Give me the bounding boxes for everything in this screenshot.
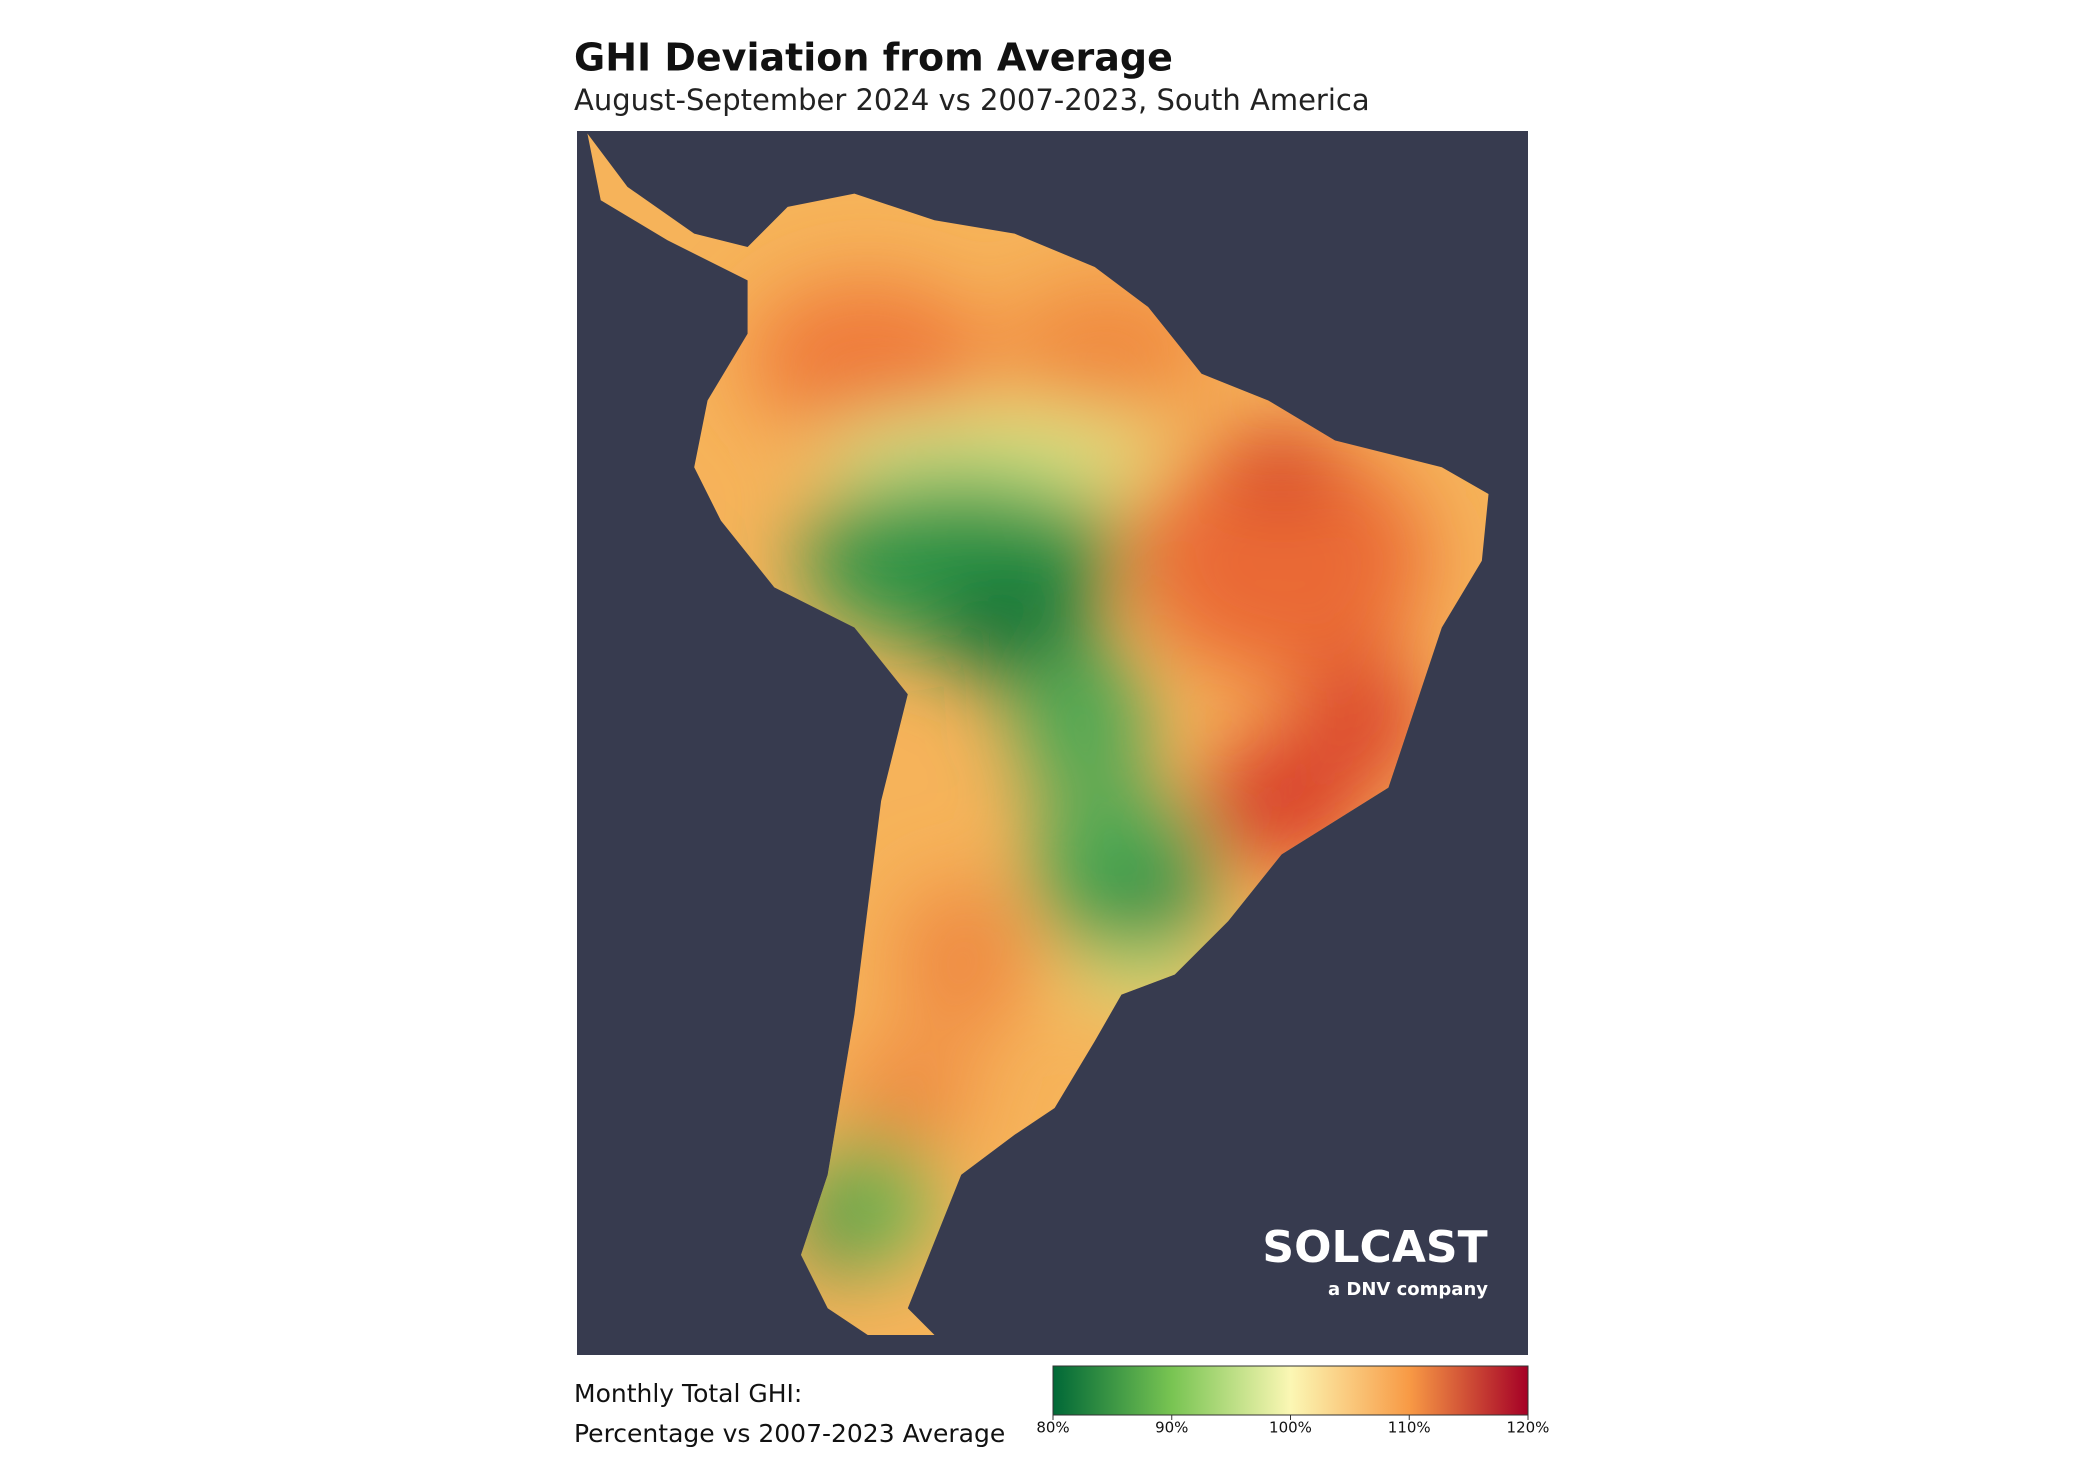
title: GHI Deviation from Average	[574, 36, 1173, 80]
tick-label: 90%	[1155, 1419, 1188, 1437]
logo-tagline: a DNV company	[1328, 1279, 1488, 1300]
tick-label: 120%	[1507, 1419, 1550, 1437]
tick-label: 80%	[1036, 1419, 1069, 1437]
colorbar	[1052, 1365, 1529, 1416]
legend-title: Monthly Total GHI:	[574, 1379, 802, 1408]
tick-label: 100%	[1269, 1419, 1312, 1437]
legend-title: Percentage vs 2007-2023 Average	[574, 1419, 1005, 1448]
logo-name: SOLCAST	[1262, 1222, 1487, 1273]
subtitle: August-September 2024 vs 2007-2023, Sout…	[574, 83, 1370, 117]
tick-label: 110%	[1388, 1419, 1431, 1437]
